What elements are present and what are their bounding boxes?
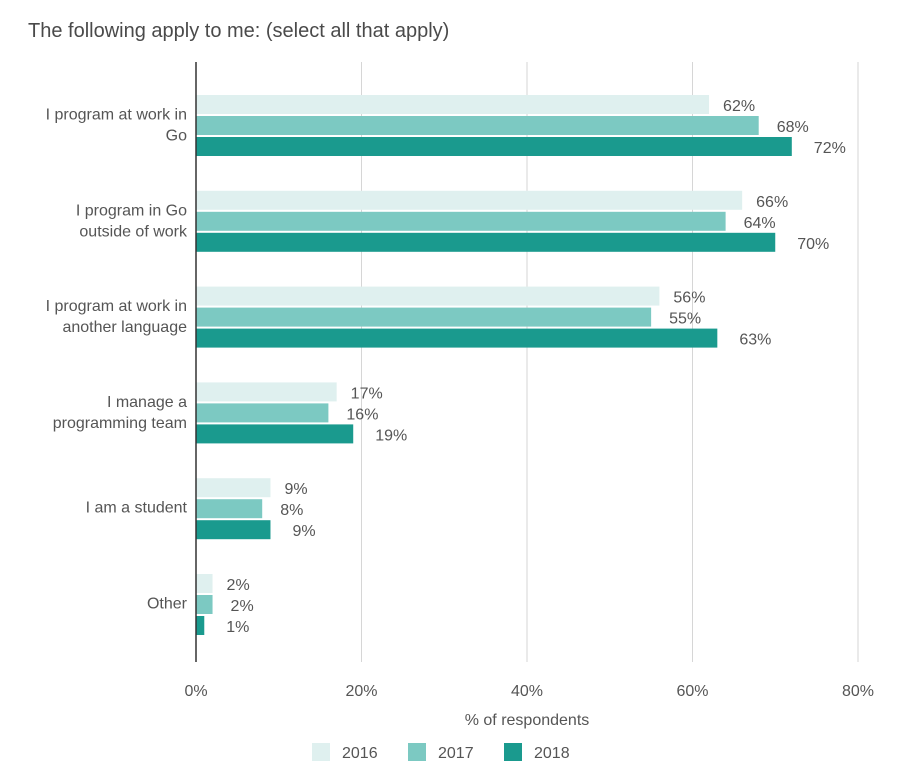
category-label: Other <box>147 596 188 613</box>
bar-value-label: 55% <box>669 311 701 328</box>
category-label: I program in Go <box>76 202 187 219</box>
bar <box>196 137 792 156</box>
bar-value-label: 16% <box>346 406 378 423</box>
bar-value-label: 1% <box>226 619 249 636</box>
bar <box>196 211 726 231</box>
x-tick-label: 0% <box>184 683 207 700</box>
legend-label: 2016 <box>342 745 378 762</box>
category-label: I program at work in <box>46 298 187 315</box>
bar <box>196 616 205 635</box>
bar <box>196 520 271 540</box>
bar <box>196 424 354 444</box>
bar-value-label: 17% <box>351 385 383 402</box>
x-axis-title: % of respondents <box>465 712 590 729</box>
bar <box>196 595 213 614</box>
bar <box>196 307 652 327</box>
bar-value-label: 8% <box>280 502 303 519</box>
x-tick-label: 20% <box>345 683 377 700</box>
x-tick-label: 80% <box>842 683 874 700</box>
legend-swatch <box>312 743 330 761</box>
x-tick-label: 60% <box>676 683 708 700</box>
bar-value-label: 19% <box>375 427 407 444</box>
bar-value-label: 64% <box>744 215 776 232</box>
bar <box>196 95 710 114</box>
bar <box>196 190 743 210</box>
category-label: programming team <box>53 415 187 432</box>
x-tick-label: 40% <box>511 683 543 700</box>
bar-value-label: 63% <box>739 332 771 349</box>
bar-value-label: 68% <box>777 119 809 136</box>
bar-value-label: 2% <box>231 598 254 615</box>
legend-swatch <box>504 743 522 761</box>
chart-title: The following apply to me: (select all t… <box>28 20 450 42</box>
bar <box>196 328 718 348</box>
bar <box>196 116 759 135</box>
category-label: another language <box>62 319 187 336</box>
legend-label: 2017 <box>438 745 474 762</box>
bar-value-label: 72% <box>814 140 846 157</box>
bar <box>196 574 213 593</box>
category-label: Go <box>166 128 187 145</box>
bar-value-label: 62% <box>723 98 755 115</box>
bar-value-label: 70% <box>797 236 829 253</box>
bar <box>196 232 776 252</box>
bar <box>196 403 329 423</box>
bar-value-label: 66% <box>756 194 788 211</box>
bar-value-label: 9% <box>284 481 307 498</box>
category-label: I am a student <box>86 500 188 517</box>
legend-swatch <box>408 743 426 761</box>
bar-value-label: 2% <box>227 577 250 594</box>
bar <box>196 499 263 519</box>
bar <box>196 382 337 402</box>
bar <box>196 478 271 498</box>
category-label: outside of work <box>79 223 188 240</box>
category-label: I manage a <box>107 394 187 411</box>
bar <box>196 286 660 306</box>
legend-label: 2018 <box>534 745 570 762</box>
bar-value-label: 56% <box>673 290 705 307</box>
category-label: I program at work in <box>46 107 187 124</box>
bar-value-label: 9% <box>292 523 315 540</box>
